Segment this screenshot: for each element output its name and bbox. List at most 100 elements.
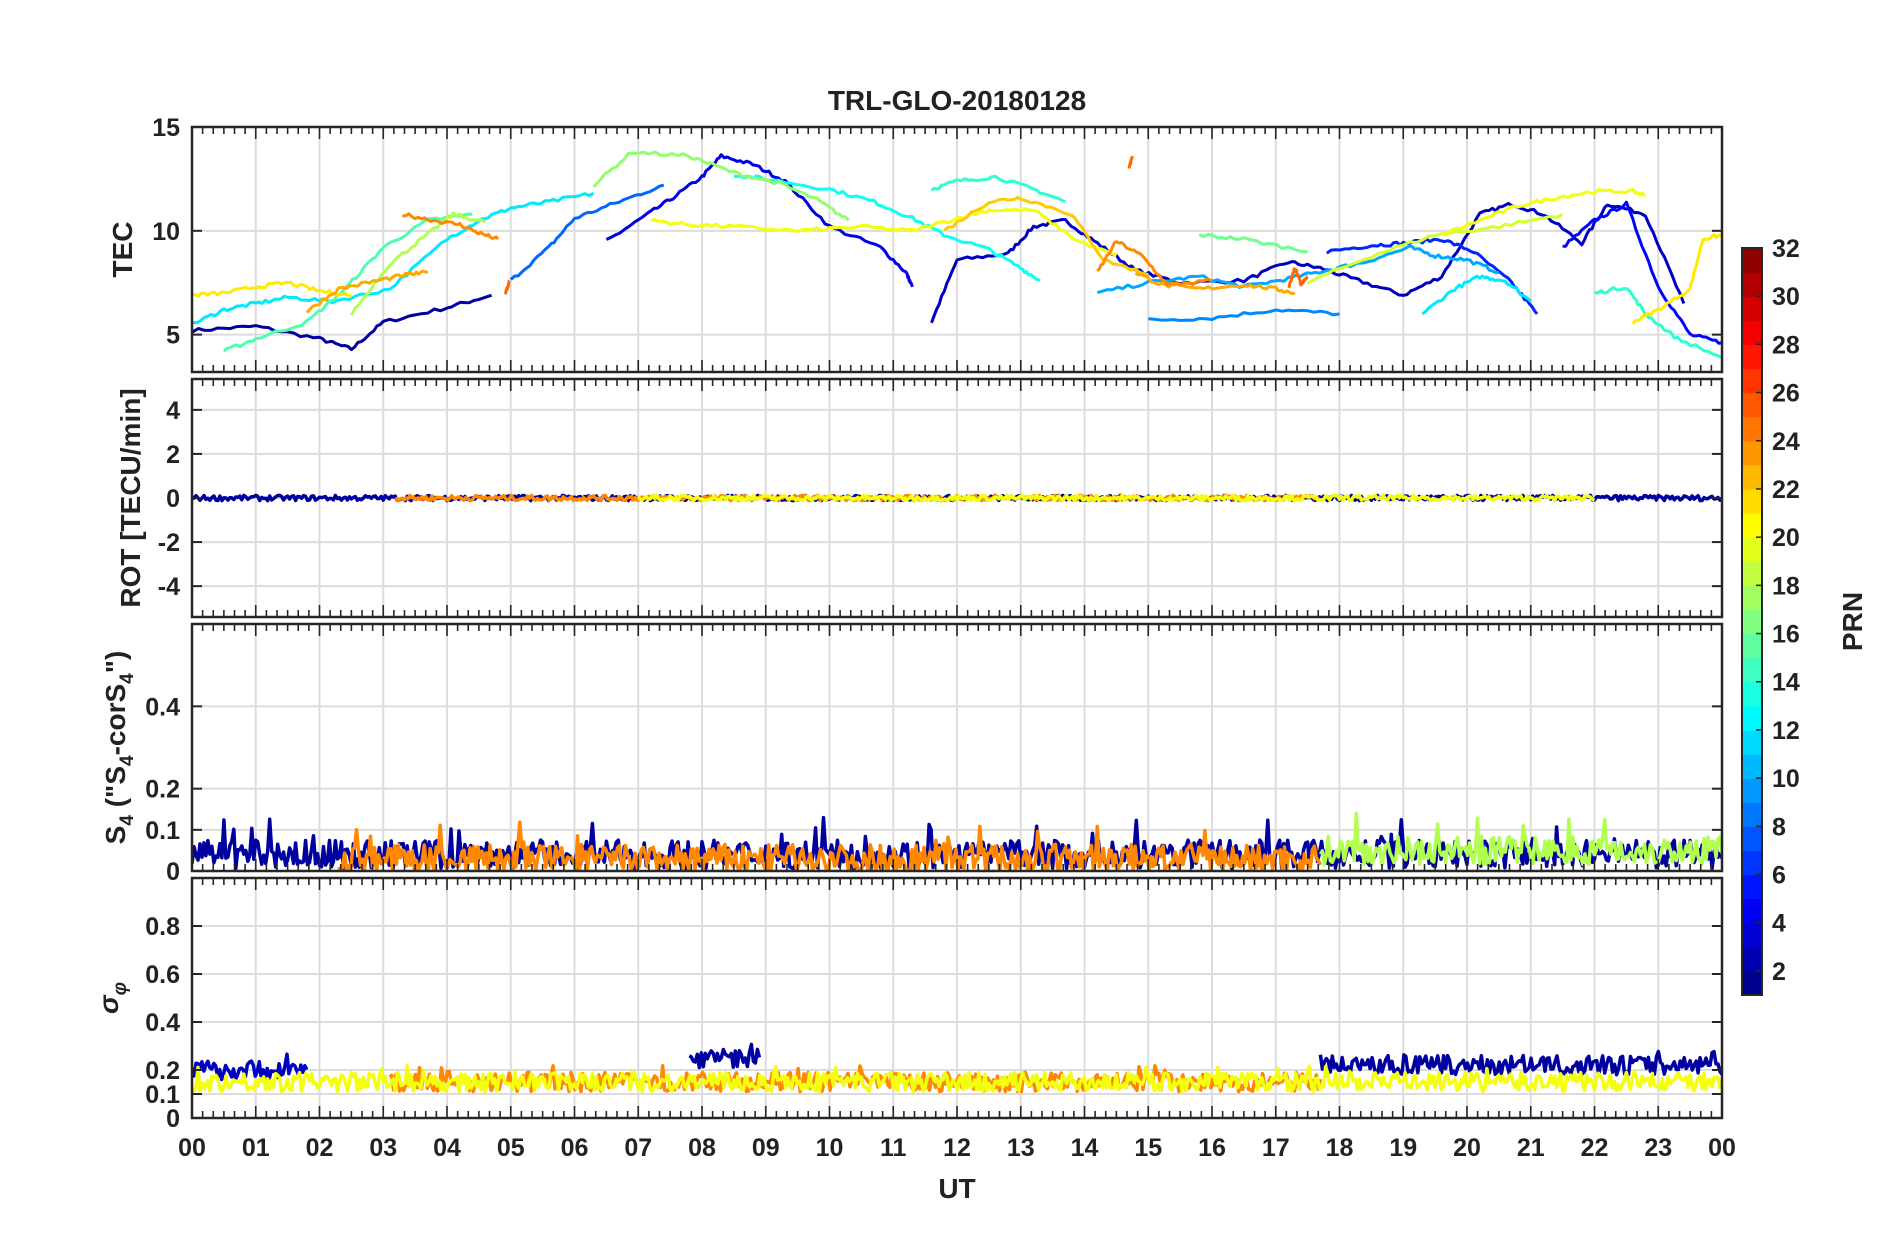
series-prn-6: [1325, 237, 1539, 315]
series-prn-20: [192, 1064, 1722, 1094]
panel-ticks: [191, 624, 1723, 871]
x-tick-label: 15: [1134, 1134, 1162, 1162]
colorbar-tick-label: 12: [1772, 717, 1800, 745]
series-group: [192, 1042, 1722, 1094]
series-prn-25: [1287, 267, 1309, 289]
colorbar-tick-label: 4: [1772, 910, 1786, 938]
colorbar-tick-label: 18: [1772, 572, 1800, 600]
series-prn-23: [1134, 271, 1296, 296]
colorbar-segment: [1742, 585, 1762, 611]
colorbar-segment: [1742, 657, 1762, 683]
panel-2: 4 2 0 -2 -4 ROT [TECU/min]: [115, 377, 1724, 619]
x-tick-label: 10: [816, 1134, 844, 1162]
colorbar-tick-label: 14: [1772, 669, 1800, 697]
y-tick-label: 10: [152, 218, 180, 246]
y-tick-label: 0.1: [145, 817, 180, 845]
x-tick-label: 16: [1198, 1134, 1226, 1162]
colorbar-segment: [1742, 802, 1762, 827]
colorbar-segment: [1742, 320, 1762, 345]
chart-title: TRL-GLO-20180128: [828, 85, 1086, 116]
y-axis-label: ROT [TECU/min]: [115, 388, 146, 607]
series-prn-9: [1148, 308, 1340, 322]
x-tick-label: 00: [1708, 1134, 1736, 1162]
colorbar-segment: [1742, 729, 1762, 755]
colorbar-segment: [1742, 633, 1762, 659]
series-prn-2: [688, 1042, 762, 1070]
y-tick-label: 2: [166, 441, 180, 469]
x-tick-label: 19: [1389, 1134, 1417, 1162]
x-tick-label: 08: [688, 1134, 716, 1162]
y-tick-label: -4: [158, 573, 180, 601]
colorbar-segment: [1742, 440, 1762, 466]
colorbar-segment: [1742, 537, 1762, 562]
series-prn-10: [1096, 244, 1500, 295]
colorbar-tick-label: 20: [1772, 524, 1800, 552]
y-tick-label: 0.4: [145, 693, 180, 721]
series-prn-12: [192, 192, 595, 325]
y-tick-label: 15: [152, 114, 180, 142]
series-prn-24: [1096, 240, 1213, 287]
series-group: [192, 150, 1722, 359]
series-prn-18: [1318, 811, 1722, 867]
colorbar-segment: [1742, 488, 1762, 514]
series-prn-3: [192, 1052, 309, 1082]
panel-4: 0.8 0.6 0.4 0.20.10 σφ: [93, 876, 1724, 1133]
y-axis-label: σφ: [93, 982, 131, 1014]
series-group: [192, 493, 1722, 503]
x-axis: 00 01 02 03 04 05 06 07 08 09 10 11 12 13 14 15 16 17 18 19…: [178, 1134, 1736, 1162]
colorbar-segment: [1742, 850, 1762, 876]
y-tick-label: 0: [166, 858, 180, 886]
colorbar-segment: [1742, 970, 1762, 996]
x-tick-label: 17: [1262, 1134, 1290, 1162]
colorbar-segment: [1742, 513, 1762, 538]
series-prn-8: [509, 183, 665, 281]
series-prn-12: [1421, 274, 1532, 316]
series-prn-4: [605, 153, 914, 288]
series-prn-19: [1306, 212, 1564, 285]
colorbar-segment: [1742, 344, 1762, 370]
colorbar-tick-label: 22: [1772, 476, 1800, 504]
y-tick-label: 0.2: [145, 1057, 180, 1085]
colorbar: 32 30 28 26 24 22 20 18 16 14 12 10 8 6 4 2 PRN: [1741, 235, 1868, 996]
x-tick-label: 21: [1517, 1134, 1545, 1162]
y-tick-label: 4: [166, 397, 180, 425]
colorbar-frame: [1741, 247, 1763, 996]
colorbar-tick-label: 30: [1772, 283, 1800, 311]
colorbar-segment: [1742, 874, 1762, 900]
colorbar-segment: [1742, 681, 1762, 707]
y-tick-label: 0.2: [145, 776, 180, 804]
colorbar-tick-label: 8: [1772, 813, 1786, 841]
series-prn-21: [192, 280, 352, 298]
x-tick-label: 13: [1007, 1134, 1035, 1162]
y-tick-label: 0.4: [145, 1009, 180, 1037]
colorbar-segment: [1742, 826, 1762, 852]
x-tick-label: 07: [624, 1134, 652, 1162]
colorbar-segment: [1742, 946, 1762, 972]
panel-1: 15 10 5 TEC: [107, 114, 1724, 374]
colorbar-segment: [1742, 705, 1762, 731]
y-tick-label: 0.6: [145, 961, 180, 989]
series-prn-21: [1631, 233, 1722, 325]
x-tick-label: 22: [1581, 1134, 1609, 1162]
x-tick-label: 14: [1071, 1134, 1099, 1162]
colorbar-tick-label: 6: [1772, 862, 1786, 890]
series-prn-23: [305, 269, 429, 314]
x-tick-label: 00: [178, 1134, 206, 1162]
panel-ticks: [191, 379, 1723, 617]
x-tick-label: 04: [433, 1134, 461, 1162]
y-tick-label: 0: [166, 485, 180, 513]
colorbar-segment: [1742, 754, 1762, 779]
x-tick-label: 09: [752, 1134, 780, 1162]
y-axis-label: S4 ("S4-corS4"): [100, 651, 138, 845]
panel-ticks: [191, 878, 1723, 1118]
x-tick-label: 20: [1453, 1134, 1481, 1162]
series-prn-16: [1198, 232, 1308, 254]
series-prn-2: [192, 293, 493, 352]
y-tick-label: 0.8: [145, 913, 180, 941]
colorbar-tick-label: 2: [1772, 958, 1786, 986]
colorbar-segment: [1742, 392, 1762, 418]
colorbar-tick-label: 16: [1772, 621, 1800, 649]
y-axis-label: TEC: [107, 222, 138, 278]
y-tick-label: -2: [158, 529, 180, 557]
panel-3: 0.4 0.2 0.1 0 S4 ("S4-corS4"): [100, 622, 1724, 886]
